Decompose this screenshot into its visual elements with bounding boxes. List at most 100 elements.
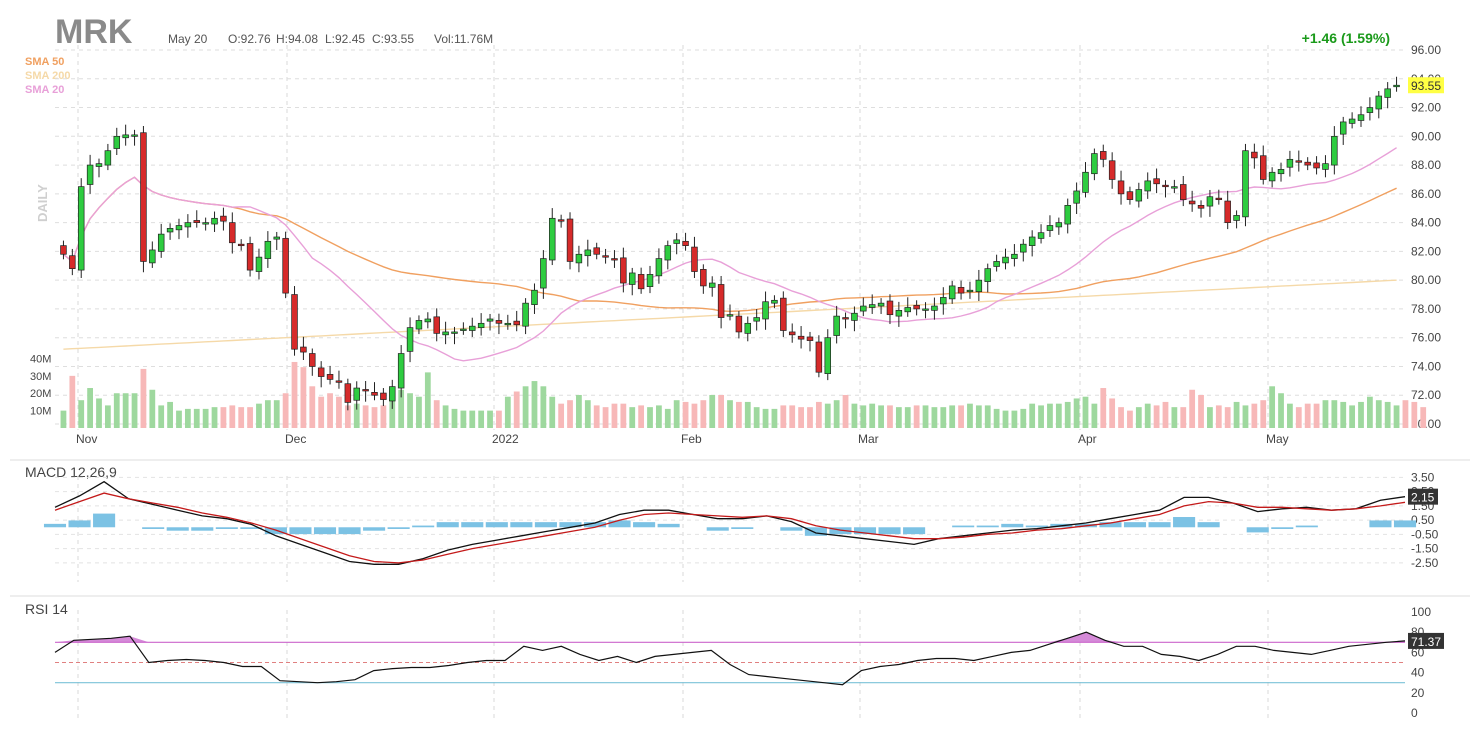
rsi-axis-tick: 0 (1411, 706, 1418, 720)
candle-body (486, 318, 494, 322)
volume-bar (1322, 400, 1329, 428)
volume-bar (993, 408, 1000, 428)
quote-open: O:92.76 (228, 32, 271, 46)
candle-body (664, 245, 672, 261)
candle-body (1002, 256, 1009, 264)
volume-bar (1073, 398, 1080, 428)
macd-histogram-bar (436, 522, 459, 528)
candle-body (815, 341, 823, 373)
macd-histogram-bar (68, 520, 91, 528)
volume-bar (398, 389, 405, 428)
last-price-tag-text: 93.55 (1411, 79, 1441, 93)
candle-body (371, 392, 378, 396)
candle-body (246, 243, 254, 271)
candle-body (851, 312, 858, 321)
volume-bar (629, 407, 636, 428)
volume-bar (949, 405, 956, 428)
candle-body (717, 284, 725, 318)
ticker-symbol: MRK (55, 13, 133, 51)
volume-bar (140, 368, 147, 428)
candle-body (948, 285, 956, 300)
macd-histogram-bar (166, 527, 189, 531)
price-change: +1.46 (1.59%) (1302, 30, 1390, 46)
volume-bar (1278, 393, 1284, 428)
volume-bar (940, 407, 947, 428)
price-axis-tick: 78.00 (1411, 302, 1441, 316)
volume-bar (344, 405, 351, 428)
macd-histogram-bar (1148, 522, 1171, 528)
macd-histogram-bar (1123, 522, 1147, 528)
candle-body (1268, 171, 1276, 182)
volume-bar (682, 401, 689, 428)
volume-bar (1411, 401, 1418, 428)
candle-body (1188, 200, 1196, 205)
date-axis-tick: 2022 (492, 432, 519, 446)
candle-body (149, 249, 156, 264)
volume-bar (1233, 401, 1240, 428)
candle-body (1126, 191, 1134, 200)
candle-body (1108, 160, 1116, 180)
candle-body (220, 215, 227, 222)
candle-body (175, 225, 183, 231)
candle-body (202, 222, 209, 225)
date-axis-tick: May (1266, 432, 1289, 446)
volume-bar (78, 400, 85, 428)
macd-histogram-bar (1369, 520, 1392, 528)
macd-line (54, 480, 1406, 565)
rsi-value-tag-text: 71.37 (1411, 635, 1441, 649)
volume-bar (922, 405, 929, 428)
candle-body (975, 279, 983, 293)
macd-histogram-bar (1246, 527, 1269, 533)
volume-bar (744, 401, 751, 428)
volume-bar (700, 400, 707, 428)
volume-bar (424, 372, 431, 428)
candle-body (824, 337, 831, 375)
volume-bar (753, 407, 760, 428)
candle-body (771, 299, 778, 304)
volume-bar (380, 405, 387, 428)
volume-bar (691, 403, 698, 428)
macd-histogram-bar (461, 522, 484, 528)
volume-bar (256, 403, 262, 428)
volume-bar (1047, 403, 1053, 428)
macd-histogram-bar (534, 522, 557, 528)
candle-body (1064, 205, 1071, 225)
volume-bar (576, 394, 582, 428)
candle-body (1304, 161, 1311, 166)
volume-bar (193, 408, 200, 428)
candle-body (1393, 84, 1400, 88)
price-axis-tick: 76.00 (1411, 331, 1441, 345)
candle-body (1242, 150, 1249, 218)
volume-bar (1260, 400, 1267, 428)
last-price-tag (1408, 77, 1444, 94)
volume-bar (1287, 403, 1293, 428)
volume-bar (540, 386, 547, 428)
candle-body (1295, 160, 1303, 163)
volume-bar (487, 410, 493, 428)
volume-bar (167, 401, 173, 428)
volume-bar (638, 405, 645, 428)
candle-body (460, 328, 467, 331)
candle-body (442, 331, 449, 336)
volume-bar (318, 396, 325, 428)
candle-body (904, 307, 911, 313)
candle-body (531, 289, 538, 305)
candle-body (1286, 158, 1294, 168)
macd-histogram-bar (976, 525, 999, 528)
candle-body (495, 320, 503, 324)
candle-body (797, 335, 805, 340)
candle-body (557, 219, 565, 222)
macd-histogram-bar (903, 527, 926, 535)
volume-bar (1091, 403, 1098, 428)
volume-bar (833, 400, 840, 428)
candle-body (1339, 121, 1347, 135)
candle-body (540, 258, 547, 289)
candle-body (1384, 88, 1391, 98)
volume-bar (1029, 403, 1036, 428)
macd-histogram-bar (1099, 522, 1122, 528)
volume-bar (327, 393, 333, 428)
volume-bar (1402, 400, 1409, 428)
macd-histogram-bar (804, 527, 827, 536)
candle-body (628, 272, 636, 285)
